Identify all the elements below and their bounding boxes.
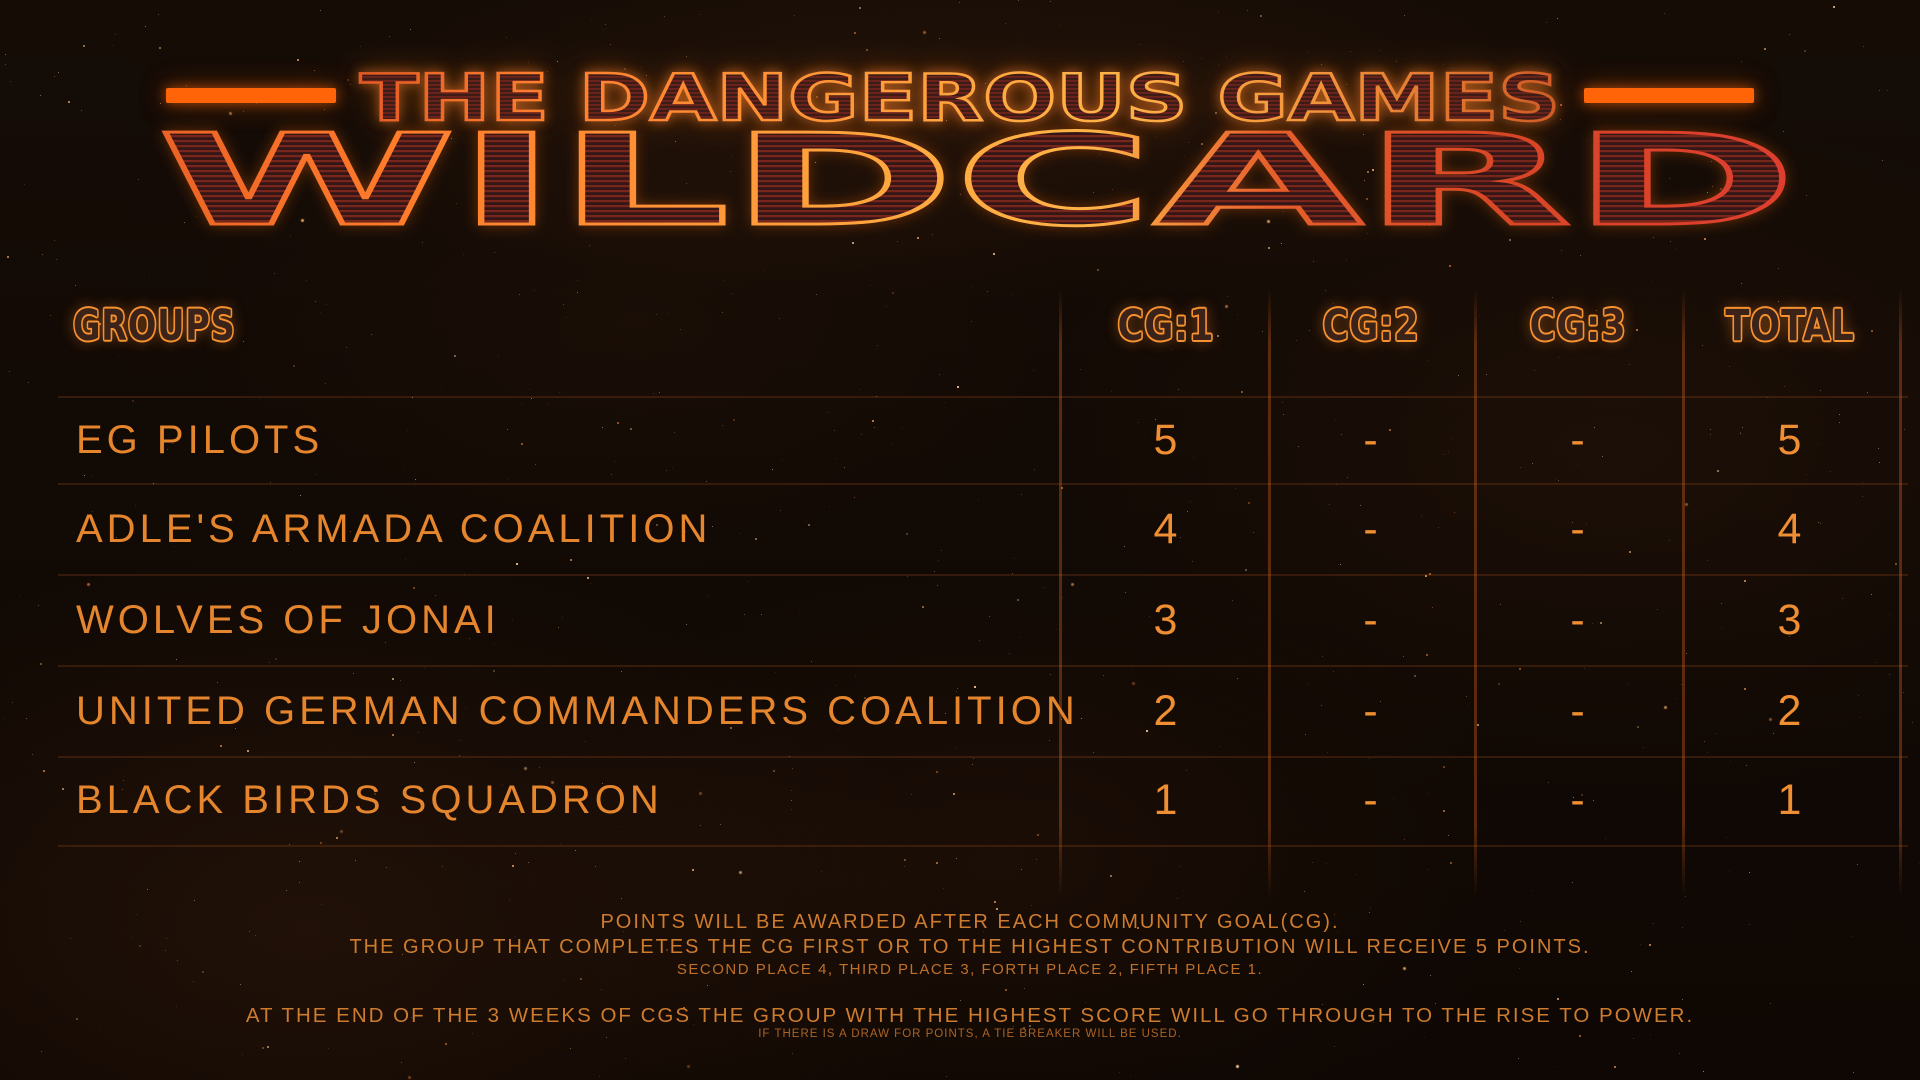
row-divider-line	[58, 665, 1908, 667]
footer-line-4: AT THE END OF THE 3 WEEKS OF CGS THE GRO…	[245, 1004, 1695, 1027]
column-header-groups: GROUPS	[73, 301, 236, 351]
row-group-name: ADLE'S ARMADA COALITION	[76, 507, 712, 551]
title-right-dash	[1584, 88, 1754, 103]
footer-line-2: THE GROUP THAT COMPLETES THE CG FIRST OR…	[349, 936, 1591, 958]
row-group-name: BLACK BIRDS SQUADRON	[76, 778, 663, 822]
row-value-cell: -	[1570, 776, 1586, 824]
stars-large	[0, 0, 3, 3]
column-divider-line	[1474, 289, 1477, 898]
event-title: THE DANGEROUS GAMES	[360, 62, 1560, 136]
column-divider-line	[1899, 289, 1902, 898]
row-value-cell: 1	[1777, 776, 1803, 824]
row-group-name: WOLVES OF JONAI	[76, 598, 500, 642]
row-value-cell: -	[1363, 596, 1379, 644]
column-header-cg2: CG:2	[1322, 301, 1420, 351]
column-header-cg1: CG:1	[1117, 301, 1215, 351]
row-value-cell: 3	[1153, 596, 1179, 644]
row-value-cell: 4	[1777, 505, 1803, 553]
row-value-cell: -	[1363, 416, 1379, 464]
column-header-total: TOTAL	[1725, 301, 1855, 351]
row-divider-line	[58, 483, 1908, 485]
row-group-name: UNITED GERMAN COMMANDERS COALITION	[76, 689, 1079, 733]
row-divider-line	[58, 756, 1908, 758]
row-value-cell: -	[1570, 596, 1586, 644]
footer-line-1: POINTS WILL BE AWARDED AFTER EACH COMMUN…	[600, 911, 1340, 933]
row-value-cell: -	[1363, 687, 1379, 735]
wildcard-title: WILDCARD	[158, 107, 1797, 254]
column-divider-line	[1268, 289, 1271, 898]
row-divider-line	[58, 845, 1908, 847]
row-value-cell: 1	[1153, 776, 1179, 824]
row-group-name: EG PILOTS	[76, 418, 324, 462]
row-value-cell: -	[1570, 687, 1586, 735]
row-value-cell: 3	[1777, 596, 1803, 644]
column-header-cg3: CG:3	[1529, 301, 1627, 351]
row-value-cell: -	[1363, 505, 1379, 553]
row-value-cell: -	[1363, 776, 1379, 824]
row-value-cell: 5	[1153, 416, 1179, 464]
row-value-cell: -	[1570, 416, 1586, 464]
row-value-cell: -	[1570, 505, 1586, 553]
row-value-cell: 5	[1777, 416, 1803, 464]
row-value-cell: 2	[1777, 687, 1803, 735]
footer-line-3: SECOND PLACE 4, THIRD PLACE 3, FORTH PLA…	[676, 961, 1264, 978]
column-divider-line	[1682, 289, 1685, 898]
column-divider-line	[1059, 289, 1062, 898]
row-value-cell: 2	[1153, 687, 1179, 735]
row-divider-line	[58, 396, 1908, 398]
row-divider-line	[58, 574, 1908, 576]
footer-line-5: IF THERE IS A DRAW FOR POINTS, A TIE BRE…	[758, 1028, 1182, 1040]
title-left-dash	[166, 88, 336, 103]
row-value-cell: 4	[1153, 505, 1179, 553]
